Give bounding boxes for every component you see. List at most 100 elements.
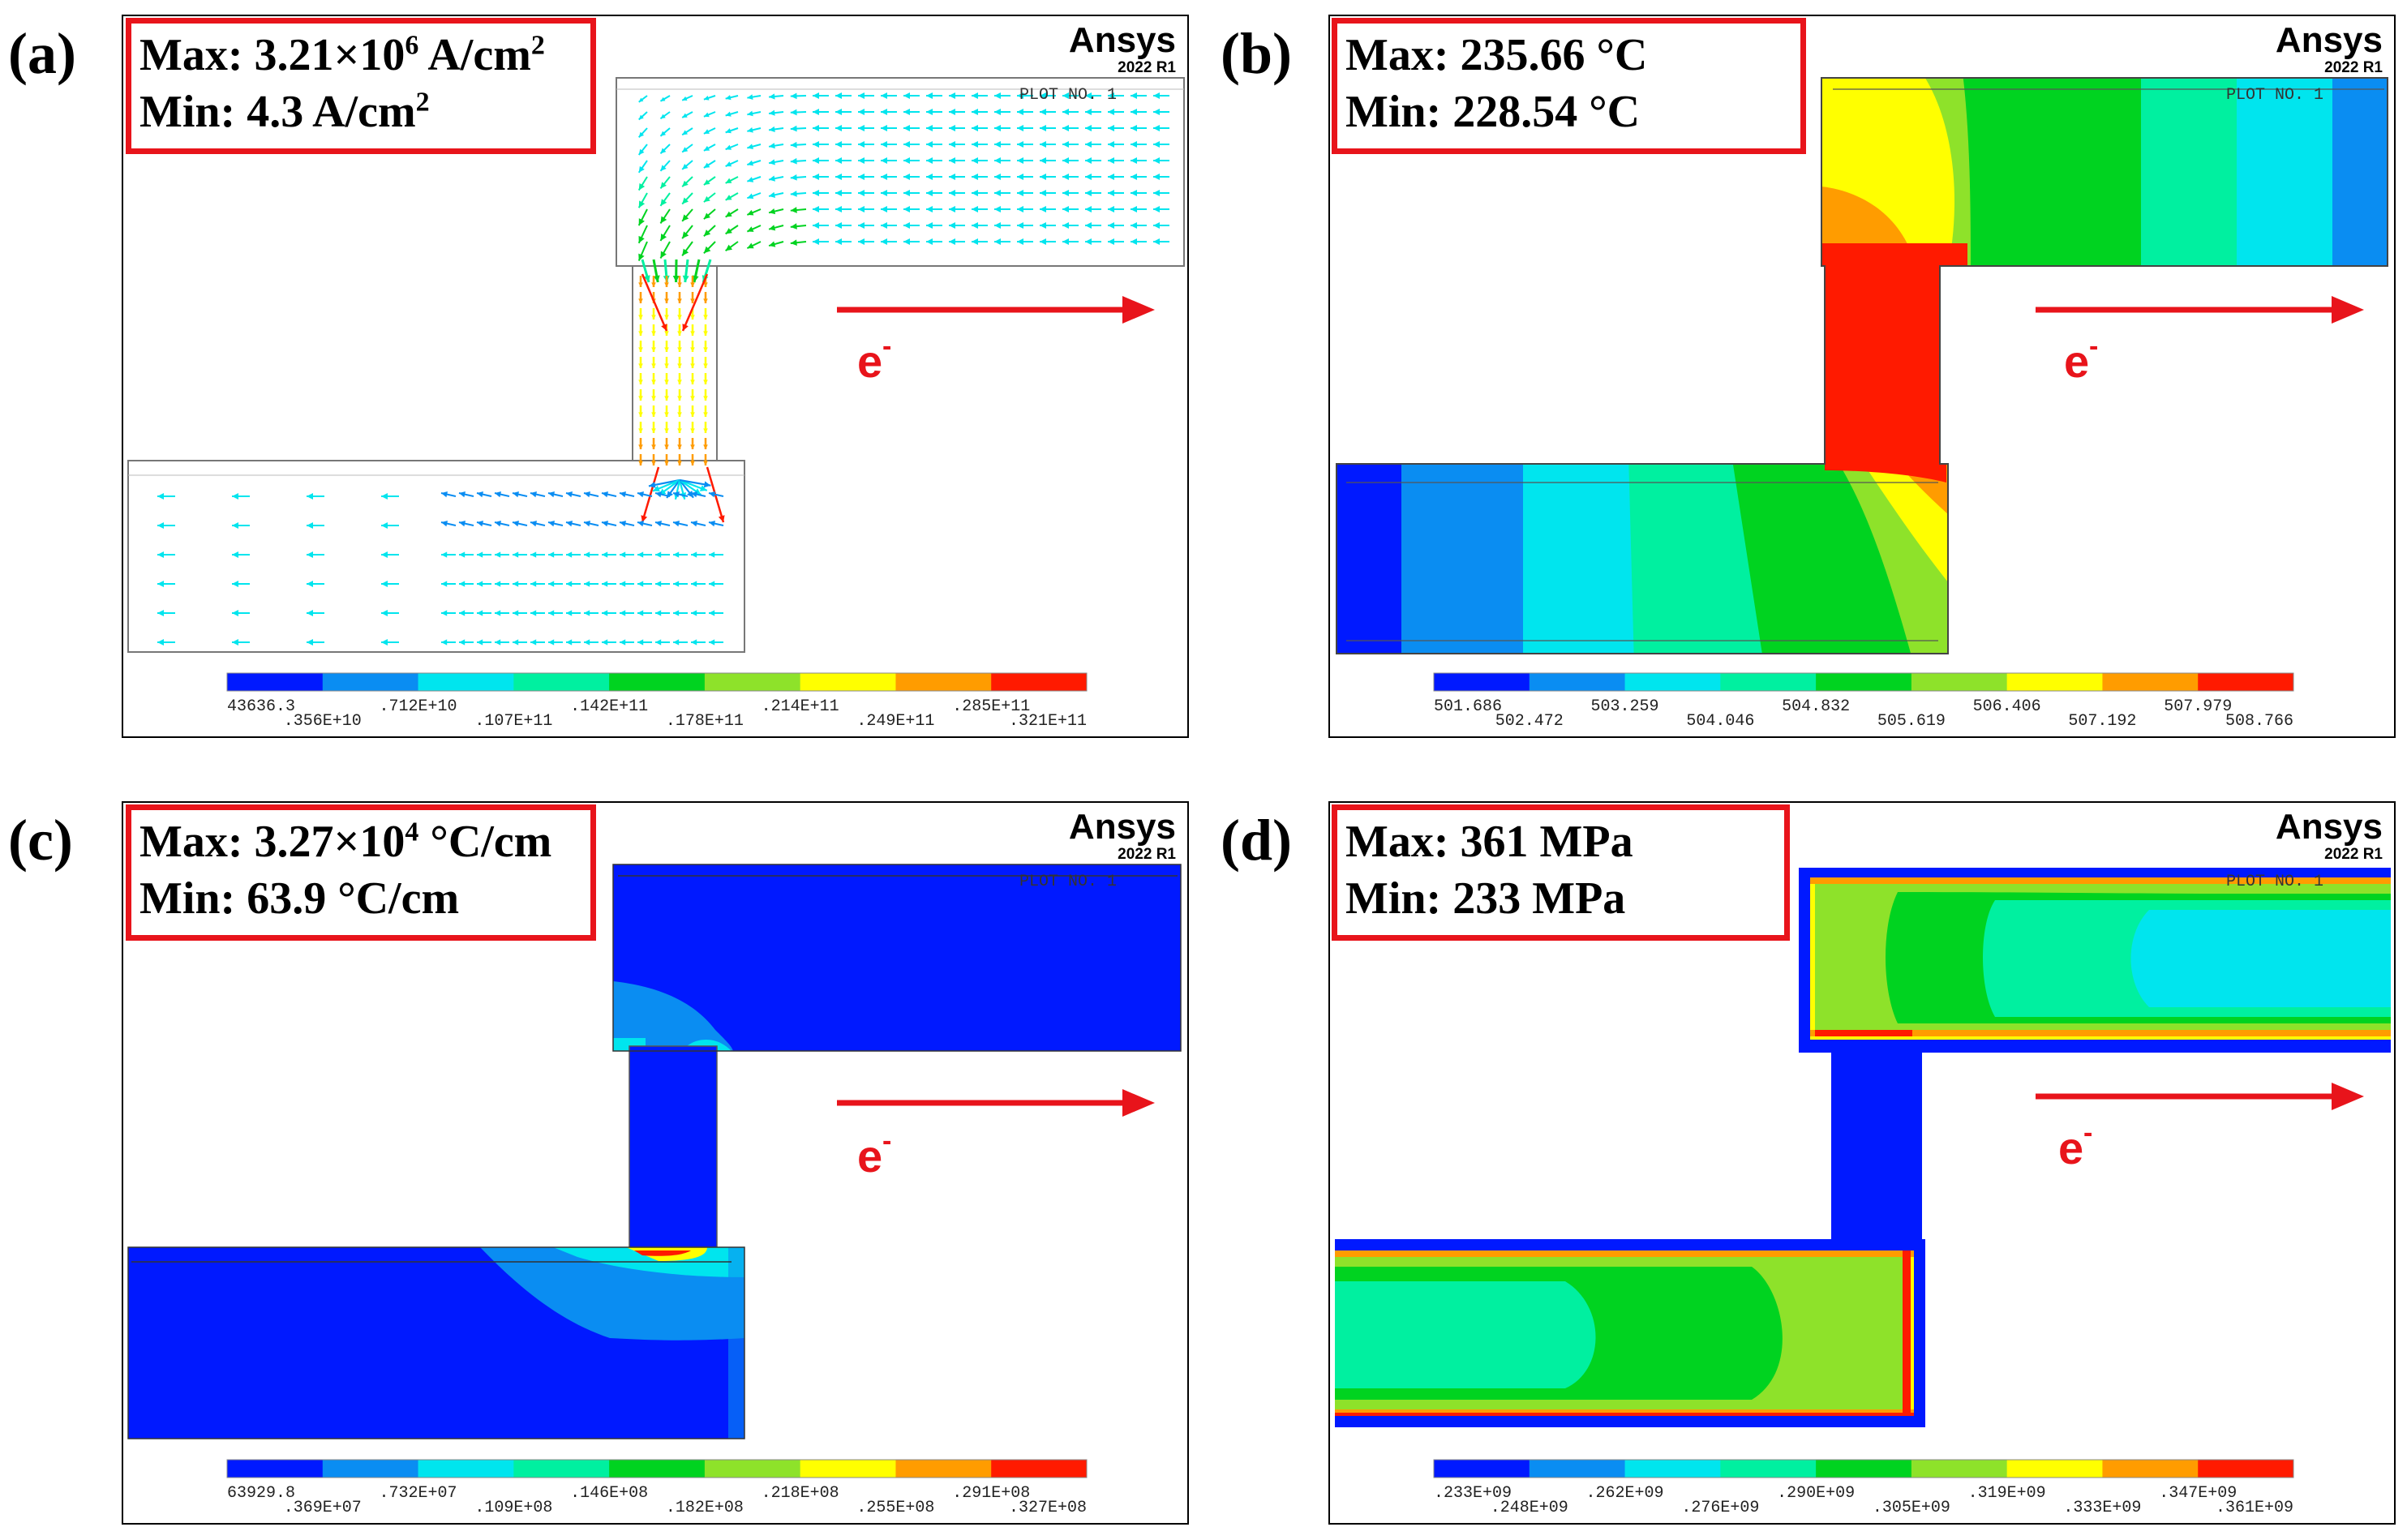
legend-swatch bbox=[2006, 673, 2103, 691]
legend-swatch bbox=[227, 1460, 324, 1478]
legend-swatch bbox=[1816, 673, 1912, 691]
legend-tick-label: 501.686 bbox=[1434, 697, 1502, 716]
legend-tick-label: .249E+11 bbox=[856, 712, 934, 731]
legend-tick-label: .255E+08 bbox=[856, 1499, 934, 1517]
legend-tick-label: .285E+11 bbox=[952, 697, 1030, 716]
legend-tick-label: 502.472 bbox=[1495, 712, 1564, 731]
panel-d-extrema-box: Max: 361 MPa Min: 233 MPa bbox=[1332, 804, 1790, 941]
legend-swatch bbox=[2102, 1460, 2199, 1478]
legend-swatch bbox=[322, 673, 419, 691]
legend-tick-label: .146E+08 bbox=[570, 1484, 648, 1503]
legend-swatch bbox=[895, 673, 992, 691]
ansys-logo: Ansys 2022 R1 bbox=[1069, 809, 1176, 863]
legend-swatch bbox=[1624, 1460, 1721, 1478]
legend-tick-label: 507.192 bbox=[2068, 712, 2136, 731]
legend-swatch bbox=[227, 673, 324, 691]
panel-c-label: (c) bbox=[8, 808, 73, 873]
electron-superscript: - bbox=[2089, 331, 2098, 362]
legend-tick-label: .233E+09 bbox=[1434, 1484, 1512, 1503]
legend-tick-label: 63929.8 bbox=[227, 1484, 295, 1503]
max-value: Max: 3.21×106 A/cm2 bbox=[139, 30, 545, 80]
legend-tick-label: 507.979 bbox=[2164, 697, 2232, 716]
legend-tick-label: .109E+08 bbox=[474, 1499, 552, 1517]
min-value: Min: 63.9 °C/cm bbox=[139, 873, 460, 924]
plot-number: PLOT NO. 1 bbox=[2226, 873, 2323, 891]
legend-tick-label: .347E+09 bbox=[2159, 1484, 2237, 1503]
max-value: Max: 3.27×104 °C/cm bbox=[139, 817, 552, 867]
electron-label: e bbox=[2058, 1122, 2083, 1173]
legend-tick-label: 506.406 bbox=[1973, 697, 2041, 716]
panel-b-extrema-box: Max: 235.66 °C Min: 228.54 °C bbox=[1332, 18, 1806, 154]
panel-a-geometry bbox=[127, 77, 1185, 653]
panel-a-plot: PLOT NO. 1 e - 43636.3.356E+10 .712E+10 .1… bbox=[122, 15, 1189, 738]
electron-flow-arrow bbox=[837, 296, 1155, 324]
legend-swatch bbox=[1911, 1460, 2008, 1478]
legend-tick-label: .369E+07 bbox=[284, 1499, 362, 1517]
panel-d-label: (d) bbox=[1221, 808, 1292, 873]
ansys-logo: Ansys 2022 R1 bbox=[2275, 20, 2383, 76]
legend-swatch bbox=[2198, 673, 2294, 691]
ansys-logo: Ansys 2022 R1 bbox=[1068, 20, 1176, 76]
electron-label: e bbox=[2064, 336, 2089, 387]
panel-c-plot: PLOT NO. 1 e - 63929.8.369E+07 .732E+07 .1… bbox=[122, 801, 1189, 1525]
legend-swatch bbox=[418, 1460, 514, 1478]
legend-tick-label: .107E+11 bbox=[474, 712, 552, 731]
stress-contours bbox=[1335, 868, 2391, 1427]
legend-tick-label: .182E+08 bbox=[666, 1499, 744, 1517]
legend-tick-label: .276E+09 bbox=[1681, 1499, 1759, 1517]
min-value: Min: 4.3 A/cm2 bbox=[139, 87, 430, 137]
electron-superscript: - bbox=[882, 1126, 891, 1156]
electron-superscript: - bbox=[882, 331, 891, 362]
electron-flow-arrow bbox=[2036, 296, 2364, 324]
legend-tick-label: 43636.3 bbox=[227, 697, 295, 716]
panel-d-legend: .233E+09.248E+09 .262E+09 .276E+09 .290E+09… bbox=[1433, 1459, 2294, 1517]
panel-d-canvas: PLOT NO. 1 e - .233E+09.248E+09 .262E+09.… bbox=[1335, 868, 2391, 1517]
legend-swatch bbox=[513, 1460, 610, 1478]
legend-swatch bbox=[704, 673, 801, 691]
legend-swatch bbox=[1434, 673, 1530, 691]
plot-number: PLOT NO. 1 bbox=[1019, 873, 1117, 891]
electron-superscript: - bbox=[2083, 1117, 2092, 1148]
legend-swatch bbox=[2006, 1460, 2103, 1478]
electron-flow-arrow bbox=[837, 1089, 1155, 1117]
electron-label: e bbox=[857, 1130, 882, 1182]
brand-name: Ansys bbox=[2275, 20, 2383, 60]
legend-swatch bbox=[895, 1460, 992, 1478]
legend-tick-label: .732E+07 bbox=[380, 1484, 457, 1503]
legend-swatch bbox=[1816, 1460, 1912, 1478]
via bbox=[632, 265, 718, 470]
legend-tick-label: .214E+11 bbox=[762, 697, 839, 716]
legend-swatch bbox=[1434, 1460, 1530, 1478]
panel-a-label: (a) bbox=[8, 21, 76, 86]
legend-tick-label: .361E+09 bbox=[2216, 1499, 2293, 1517]
legend-swatch bbox=[513, 673, 610, 691]
legend-tick-label: .333E+09 bbox=[2063, 1499, 2141, 1517]
legend-swatch bbox=[322, 1460, 419, 1478]
legend-tick-label: .291E+08 bbox=[952, 1484, 1030, 1503]
legend-tick-label: 503.259 bbox=[1591, 697, 1659, 716]
legend-swatch bbox=[2102, 673, 2199, 691]
panel-c-canvas: PLOT NO. 1 e - 63929.8.369E+07 .732E+07 .1… bbox=[127, 864, 1182, 1517]
panel-c-extrema-box: Max: 3.27×104 °C/cm Min: 63.9 °C/cm bbox=[126, 804, 596, 941]
plot-number: PLOT NO. 1 bbox=[2226, 86, 2323, 105]
brand-version: 2022 R1 bbox=[2324, 59, 2383, 76]
brand-version: 2022 R1 bbox=[1118, 846, 1176, 863]
legend-tick-label: .356E+10 bbox=[284, 712, 362, 731]
plot-number: PLOT NO. 1 bbox=[1019, 86, 1117, 105]
legend-swatch bbox=[991, 1460, 1088, 1478]
legend-swatch bbox=[991, 673, 1088, 691]
legend-tick-label: .218E+08 bbox=[762, 1484, 839, 1503]
brand-name: Ansys bbox=[1068, 20, 1176, 60]
upper-line bbox=[616, 77, 1185, 267]
legend-swatch bbox=[1911, 673, 2008, 691]
min-value: Min: 233 MPa bbox=[1345, 873, 1626, 924]
legend-tick-label: 504.046 bbox=[1686, 712, 1754, 731]
legend-tick-label: .248E+09 bbox=[1491, 1499, 1568, 1517]
legend-tick-label: .712E+10 bbox=[380, 697, 457, 716]
thermal-gradient-contours bbox=[128, 864, 1181, 1439]
panel-c-legend: 63929.8.369E+07 .732E+07 .109E+08 .146E+08.… bbox=[226, 1459, 1088, 1517]
panel-b-label: (b) bbox=[1221, 21, 1292, 86]
legend-swatch bbox=[800, 673, 896, 691]
